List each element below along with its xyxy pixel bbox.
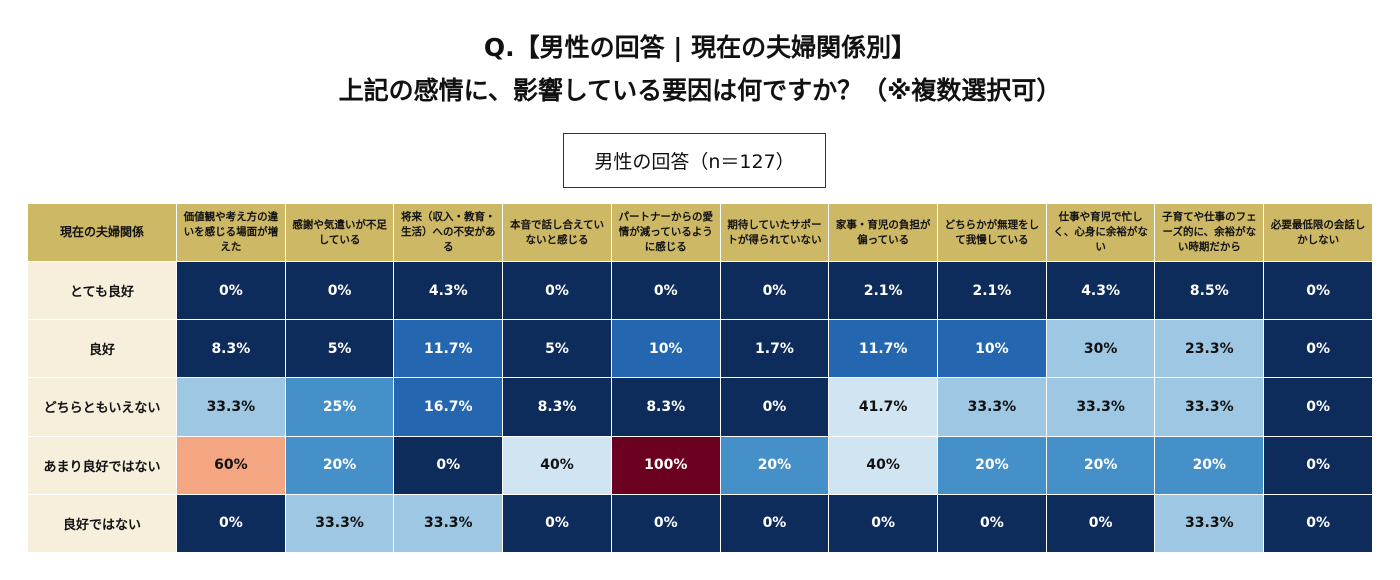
cell: 0% [828,493,939,554]
cell: 40% [502,435,612,495]
cell: 8.3% [610,377,721,437]
cell: 11.7% [828,319,939,379]
column-header: パートナーからの愛情が減っているように感じる [610,203,721,262]
cell: 33.3% [284,493,395,554]
column-header: 現在の夫婦関係 [27,203,177,262]
row-header: どちらともいえない [27,377,177,437]
cell: 10% [610,319,721,379]
row-header: とても良好 [27,260,177,321]
cell: 0% [719,260,830,321]
cell: 10% [937,319,1047,379]
cell: 20% [937,435,1047,495]
title: Q.【男性の回答 | 現在の夫婦関係別】 上記の感情に、影響している要因は何です… [0,26,1400,112]
column-header: どちらかが無理をして我慢している [937,203,1047,262]
cell: 20% [1045,435,1156,495]
cell: 0% [1263,319,1373,379]
cell: 30% [1045,319,1156,379]
row: とても良好 0% 0% 4.3% 0% 0% 0% 2.1% 2.1% 4.3% 8.5% 0% [27,260,1373,321]
column-header: 子育てや仕事のフェーズ的に、余裕がない時期だから [1154,203,1265,262]
row: どちらともいえない 33.3% 25% 16.7% 8.3% 8.3% 0% 41.7% 33.… [27,377,1373,437]
cell: 5% [502,319,612,379]
heatmap-table: 現在の夫婦関係 価値観や考え方の違いを感じる場面が増えた 感謝や気遣いが不足している… [27,203,1373,554]
column-header: 必要最低限の会話しかしない [1263,203,1373,262]
cell: 20% [1154,435,1265,495]
column-header: 将来（収入・教育・生活）への不安がある [393,203,504,262]
cell: 4.3% [393,260,504,321]
cell: 8.3% [502,377,612,437]
header-row: 現在の夫婦関係 価値観や考え方の違いを感じる場面が増えた 感謝や気遣いが不足している… [27,203,1373,262]
cell: 2.1% [828,260,939,321]
cell: 0% [719,493,830,554]
cell: 100% [610,435,721,495]
cell: 0% [937,493,1047,554]
row-header: 良好ではない [27,493,177,554]
row: 良好ではない 0% 33.3% 33.3% 0% 0% 0% 0% 0% 0% 33.3% 0% [27,493,1373,554]
subtitle: 男性の回答（n＝127） [563,133,826,188]
cell: 0% [1045,493,1156,554]
cell: 0% [610,493,721,554]
cell: 0% [176,493,286,554]
cell: 5% [284,319,395,379]
cell: 0% [1263,377,1373,437]
cell: 2.1% [937,260,1047,321]
row-header: 良好 [27,319,177,379]
cell: 40% [828,435,939,495]
cell: 0% [610,260,721,321]
cell: 41.7% [828,377,939,437]
cell: 0% [502,260,612,321]
title-line: Q.【男性の回答 | 現在の夫婦関係別】 [483,33,917,62]
column-header: 家事・育児の負担が偏っている [828,203,939,262]
cell: 16.7% [393,377,504,437]
cell: 0% [1263,493,1373,554]
column-header: 期待していたサポートが得られていない [719,203,830,262]
cell: 20% [719,435,830,495]
title-line: 上記の感情に、影響している要因は何ですか？（※複数選択可） [338,76,1062,105]
column-header: 本音で話し合えていないと感じる [502,203,612,262]
cell: 4.3% [1045,260,1156,321]
cell: 33.3% [393,493,504,554]
cell: 33.3% [1045,377,1156,437]
cell: 25% [284,377,395,437]
row-header: あまり良好ではない [27,435,177,495]
cell: 0% [393,435,504,495]
cell: 0% [1263,260,1373,321]
cell: 11.7% [393,319,504,379]
column-header: 感謝や気遣いが不足している [284,203,395,262]
row: 良好 8.3% 5% 11.7% 5% 10% 1.7% 11.7% 10% 30% 23.3% 0% [27,319,1373,379]
cell: 0% [719,377,830,437]
column-header: 価値観や考え方の違いを感じる場面が増えた [176,203,286,262]
cell: 33.3% [176,377,286,437]
cell: 8.3% [176,319,286,379]
cell: 0% [502,493,612,554]
cell: 0% [1263,435,1373,495]
cell: 33.3% [937,377,1047,437]
cell: 23.3% [1154,319,1265,379]
cell: 33.3% [1154,377,1265,437]
cell: 1.7% [719,319,830,379]
cell: 33.3% [1154,493,1265,554]
row: あまり良好ではない 60% 20% 0% 40% 100% 20% 40% 20% 20% 20% 0… [27,435,1373,495]
cell: 20% [284,435,395,495]
cell: 8.5% [1154,260,1265,321]
cell: 0% [176,260,286,321]
cell: 60% [176,435,286,495]
column-header: 仕事や育児で忙しく、心身に余裕がない [1045,203,1156,262]
cell: 0% [284,260,395,321]
